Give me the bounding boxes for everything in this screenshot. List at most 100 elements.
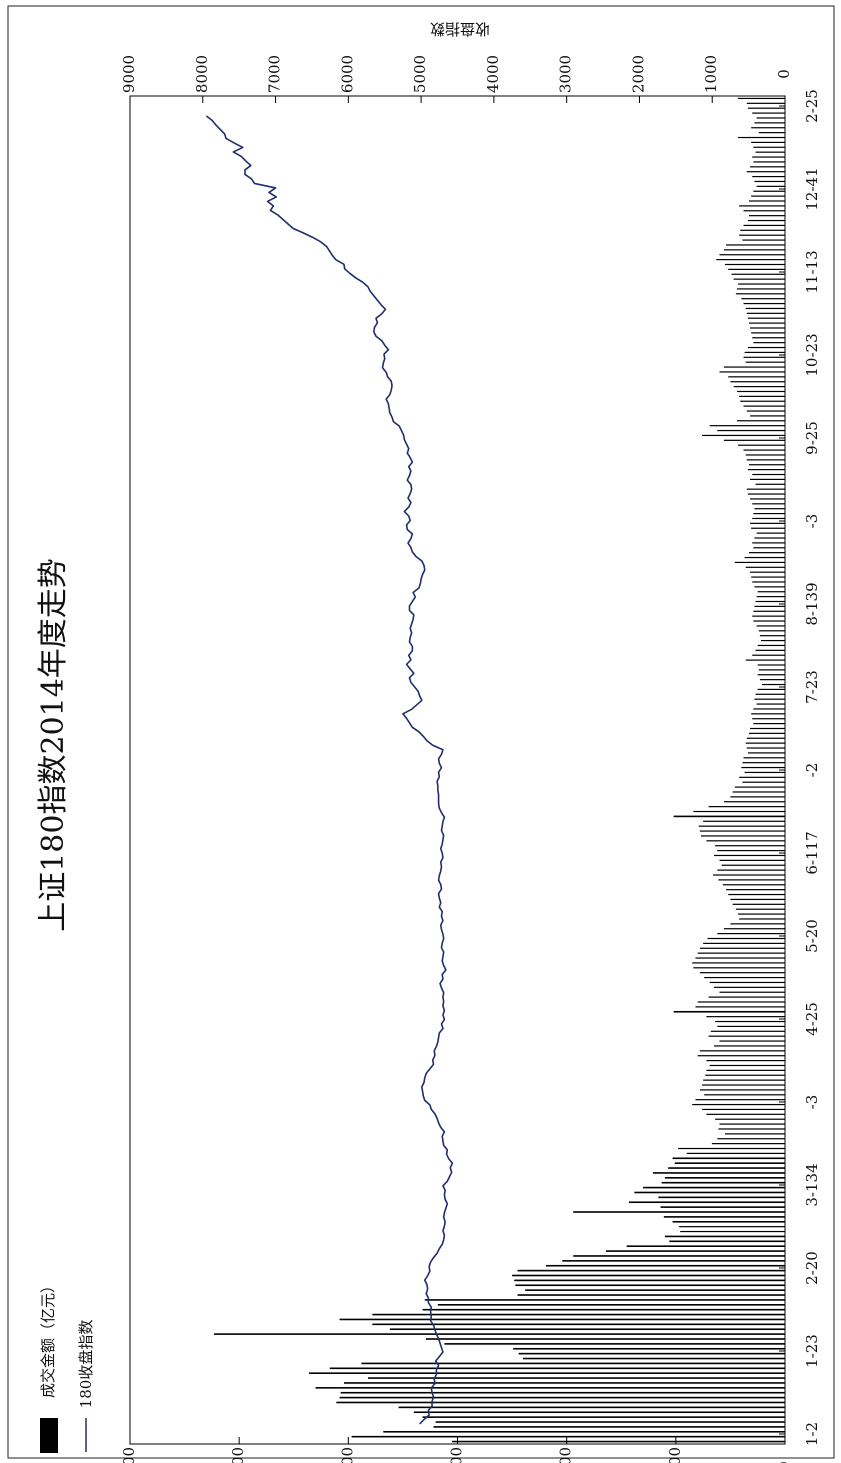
volume-bar bbox=[746, 459, 785, 461]
volume-bar bbox=[702, 1108, 785, 1111]
volume-bar bbox=[705, 1074, 785, 1076]
volume-bar bbox=[664, 1177, 785, 1179]
volume-bar bbox=[523, 1357, 785, 1360]
volume-bar bbox=[731, 273, 785, 275]
volume-bar bbox=[339, 1396, 785, 1399]
volume-bar bbox=[754, 586, 785, 588]
volume-bar bbox=[738, 97, 785, 100]
volume-bar bbox=[699, 972, 785, 974]
volume-bar bbox=[424, 1299, 785, 1301]
volume-bar bbox=[699, 830, 785, 832]
volume-bar bbox=[669, 1240, 785, 1243]
volume-bar bbox=[743, 302, 785, 305]
volume-bar bbox=[752, 581, 785, 583]
volume-bar bbox=[753, 708, 785, 710]
volume-bar bbox=[704, 976, 785, 979]
volume-bar bbox=[741, 766, 785, 769]
right-axis-tick-label: 3000 bbox=[557, 55, 575, 93]
volume-bar bbox=[383, 1430, 785, 1433]
volume-bar bbox=[752, 718, 785, 720]
volume-bar bbox=[745, 659, 785, 661]
volume-bar bbox=[709, 425, 785, 427]
volume-bar bbox=[513, 1347, 785, 1350]
volume-bar bbox=[755, 483, 785, 485]
volume-bar bbox=[754, 698, 785, 700]
volume-bar bbox=[693, 810, 785, 813]
volume-bar bbox=[752, 542, 785, 544]
volume-bar bbox=[715, 845, 785, 847]
volume-bar bbox=[706, 840, 785, 842]
volume-bar bbox=[742, 781, 785, 783]
volume-bar bbox=[746, 312, 785, 314]
volume-bar bbox=[736, 390, 785, 393]
x-axis-tick-label: 7-23 bbox=[803, 670, 821, 704]
chart-title: 上证180指数2014年度走势 bbox=[36, 558, 71, 932]
x-axis-tick-label: 4-25 bbox=[803, 1002, 821, 1036]
volume-bar bbox=[751, 332, 785, 334]
volume-bar bbox=[738, 136, 785, 139]
volume-bar bbox=[756, 117, 785, 119]
volume-bar bbox=[746, 410, 785, 412]
volume-bar bbox=[679, 1226, 785, 1228]
volume-bar bbox=[699, 1089, 785, 1091]
volume-bar bbox=[709, 981, 785, 984]
volume-bar bbox=[732, 791, 785, 793]
volume-bar bbox=[752, 654, 785, 656]
volume-bar bbox=[716, 259, 785, 261]
left-axis-tick-label: 1000 bbox=[666, 1447, 684, 1463]
volume-bar bbox=[673, 815, 785, 818]
volume-bar bbox=[723, 801, 785, 803]
volume-bar bbox=[515, 1284, 785, 1287]
right-axis-tick-label: 9000 bbox=[120, 55, 138, 93]
volume-bar bbox=[748, 200, 785, 202]
volume-bar bbox=[661, 1181, 785, 1184]
volume-bar bbox=[512, 1274, 785, 1277]
x-axis-tick-label: -3 bbox=[803, 1095, 821, 1110]
volume-bar bbox=[734, 786, 785, 788]
volume-bar bbox=[714, 1045, 785, 1047]
volume-bar bbox=[735, 908, 785, 910]
volume-bar bbox=[751, 141, 785, 143]
volume-bar bbox=[708, 806, 785, 808]
volume-bar bbox=[743, 405, 785, 407]
volume-bar bbox=[702, 1084, 785, 1086]
volume-bar bbox=[726, 889, 785, 891]
volume-bar bbox=[674, 1162, 785, 1164]
volume-bar bbox=[723, 249, 785, 251]
left-axis-tick-label: 0 bbox=[775, 1461, 793, 1463]
volume-bar bbox=[758, 630, 785, 632]
volume-bar bbox=[724, 1133, 785, 1135]
volume-bar bbox=[706, 1016, 785, 1018]
x-axis-tick-label: -2 bbox=[803, 763, 821, 778]
volume-bar bbox=[704, 1094, 785, 1096]
volume-bar bbox=[518, 1352, 785, 1355]
volume-bar bbox=[746, 747, 785, 749]
volume-bar bbox=[719, 1040, 785, 1042]
volume-bar bbox=[751, 527, 785, 529]
left-axis-tick-label: 3000 bbox=[448, 1447, 466, 1463]
x-axis-tick-label: 2-20 bbox=[803, 1251, 821, 1285]
volume-bar bbox=[728, 376, 785, 378]
volume-bar bbox=[309, 1372, 785, 1374]
volume-bar bbox=[699, 947, 785, 949]
volume-bar bbox=[745, 742, 785, 744]
volume-bar bbox=[752, 175, 785, 178]
volume-bar bbox=[756, 625, 785, 627]
volume-bar bbox=[730, 923, 785, 925]
volume-bar bbox=[444, 1343, 785, 1345]
volume-bar bbox=[756, 703, 785, 705]
volume-bar bbox=[703, 942, 785, 944]
volume-bar bbox=[739, 776, 785, 778]
right-axis-tick-label: 5000 bbox=[411, 55, 429, 93]
volume-bar bbox=[734, 561, 785, 564]
volume-bar bbox=[746, 488, 785, 490]
volume-bar bbox=[747, 346, 785, 349]
volume-bar bbox=[738, 283, 785, 285]
volume-bar bbox=[719, 254, 785, 256]
volume-bar bbox=[760, 639, 785, 642]
volume-bar bbox=[750, 498, 785, 500]
volume-bar bbox=[315, 1387, 785, 1389]
volume-bar bbox=[517, 1294, 785, 1296]
volume-bar bbox=[706, 1069, 785, 1071]
volume-bar bbox=[700, 835, 785, 837]
